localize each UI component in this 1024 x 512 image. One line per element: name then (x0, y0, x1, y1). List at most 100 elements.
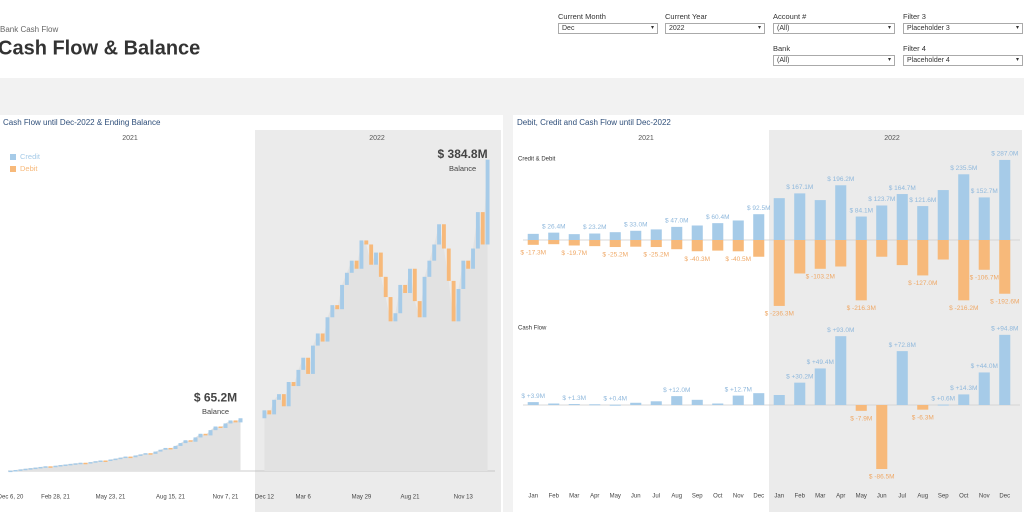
bar (876, 405, 888, 470)
x-tick-label: Nov (979, 494, 990, 500)
bar (999, 334, 1011, 405)
cash-flow-bar (281, 394, 286, 407)
cash-flow-bar (133, 455, 138, 458)
cash-flow-bar (53, 465, 58, 468)
filter-dropdown[interactable]: Dec ▾ (558, 23, 658, 34)
x-tick-label: Nov 13 (454, 495, 474, 501)
cash-flow-bar (23, 468, 28, 471)
bar (671, 240, 683, 250)
value-label: $ -103.2M (806, 274, 835, 281)
cash-flow-bar (422, 276, 427, 318)
x-tick-label: Aug 15, 21 (156, 495, 186, 501)
cash-flow-bar (148, 453, 153, 455)
bar (691, 399, 703, 405)
cash-flow-bar (349, 260, 354, 273)
cash-flow-bar (335, 305, 340, 310)
cash-flow-bar (417, 301, 422, 318)
cash-flow-bar (359, 240, 364, 269)
bar (999, 159, 1011, 240)
bar (978, 240, 990, 270)
cash-flow-bar (128, 456, 133, 459)
bar (958, 240, 970, 301)
value-label: $ +3.9M (521, 393, 545, 400)
filter-label: Current Year (665, 12, 708, 21)
x-tick-label: Jun (877, 494, 887, 500)
balance-label: $ 65.2M (194, 390, 237, 404)
value-label: $ 123.7M (868, 196, 895, 203)
cash-flow-bar (374, 252, 378, 265)
bar (527, 402, 539, 405)
x-tick-label: Mar 6 (296, 495, 312, 501)
bar (568, 234, 580, 240)
value-label: $ -40.3M (684, 256, 710, 263)
cash-flow-bar (63, 464, 68, 467)
filter-dropdown[interactable]: 2022 ▾ (665, 23, 765, 34)
cash-flow-bar (296, 369, 301, 387)
x-tick-label: Sep (938, 494, 949, 500)
cash-flow-bar (277, 394, 281, 400)
balance-area (10, 418, 241, 471)
bar (814, 240, 826, 269)
bar (773, 240, 785, 306)
cash-flow-bar (306, 357, 311, 374)
bar (917, 206, 929, 240)
filter-label: Account # (773, 12, 807, 21)
x-tick-label: Sep (692, 494, 703, 500)
cash-flow-bar (218, 426, 223, 429)
cash-flow-bar (291, 382, 296, 387)
dropdown-arrow: ▾ (757, 25, 761, 31)
chart-title: Cash Flow until Dec-2022 & Ending Balanc… (3, 118, 161, 127)
x-tick-label: Jan (774, 494, 784, 500)
filter-dropdown[interactable]: (All) ▾ (773, 55, 895, 66)
bar (937, 240, 949, 260)
value-label: $ 167.1M (786, 184, 813, 191)
value-label: $ +93.0M (827, 327, 854, 334)
bar (937, 404, 949, 406)
cash-flow-bar (18, 469, 23, 471)
value-label: $ -40.5M (725, 256, 751, 263)
value-label: $ 47.0M (665, 218, 689, 225)
value-label: $ -7.9M (850, 416, 872, 423)
filter-dropdown[interactable]: (All) ▾ (773, 23, 895, 34)
bar (650, 401, 662, 405)
cash-flow-bar (354, 260, 359, 269)
bar (630, 402, 642, 405)
cash-flow-bar (178, 443, 183, 446)
bar (773, 198, 785, 240)
bar (527, 240, 539, 245)
bar (794, 193, 806, 240)
bar (814, 200, 826, 240)
cash-flow-bar (393, 313, 398, 322)
bar (978, 372, 990, 405)
panel-header: 2022 (884, 135, 900, 142)
filter-dropdown[interactable]: Placeholder 3 ▾ (903, 23, 1023, 34)
bar (650, 240, 662, 248)
filter-label: Bank (773, 44, 791, 53)
bar (589, 240, 601, 247)
value-label: $ 26.4M (542, 223, 566, 230)
bar (753, 393, 765, 405)
filter-value: Placeholder 4 (907, 57, 950, 64)
bar (691, 240, 703, 252)
header-title: Cash Flow & Balance (0, 37, 200, 59)
cash-flow-bar (153, 451, 158, 454)
bar (876, 240, 888, 257)
cash-flow-bar (369, 244, 374, 265)
panel-header: 2021 (638, 135, 654, 142)
panel-background (769, 130, 1022, 512)
legend-label: Debit (20, 164, 38, 173)
bar (630, 230, 642, 240)
value-label: $ -25.2M (643, 252, 669, 259)
x-tick-label: Feb (795, 494, 806, 500)
filter-value: Placeholder 3 (907, 25, 950, 32)
legend-swatch (10, 154, 16, 160)
filter-value: (All) (777, 25, 790, 32)
value-label: $ -216.2M (949, 305, 978, 312)
cash-flow-bar (8, 470, 13, 473)
cash-flow-bar (158, 449, 163, 452)
filter-dropdown[interactable]: Placeholder 4 ▾ (903, 55, 1023, 66)
bar (753, 214, 765, 240)
cash-flow-bar (33, 467, 38, 470)
bar (650, 229, 662, 240)
chart-title: Debit, Credit and Cash Flow until Dec-20… (517, 118, 671, 127)
